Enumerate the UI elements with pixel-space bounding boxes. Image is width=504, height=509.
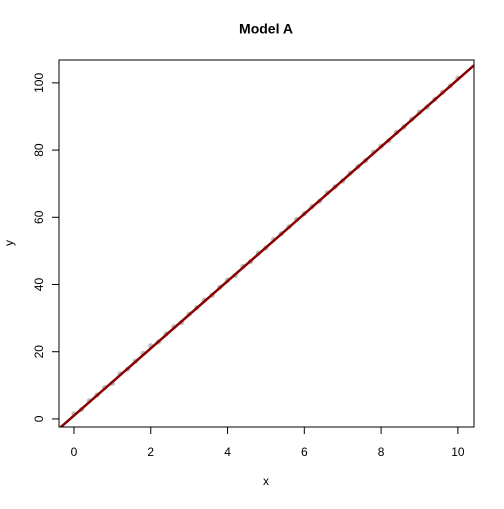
x-tick-label: 4: [224, 445, 231, 459]
y-tick-label: 0: [32, 415, 46, 422]
x-tick-label: 8: [378, 445, 385, 459]
y-tick-label: 80: [32, 143, 46, 157]
y-tick-label: 60: [32, 210, 46, 224]
y-tick-label: 100: [32, 73, 46, 93]
x-tick-label: 6: [301, 445, 308, 459]
y-tick-label: 20: [32, 345, 46, 359]
chart-title: Model A: [239, 21, 293, 37]
x-tick-label: 0: [71, 445, 78, 459]
fit-line: [59, 64, 474, 427]
x-tick-label: 2: [147, 445, 154, 459]
plot-frame: [58, 59, 475, 428]
y-axis-label: y: [2, 240, 16, 246]
y-tick-label: 40: [32, 278, 46, 292]
x-tick-label: 10: [451, 445, 465, 459]
x-axis-label: x: [263, 474, 269, 488]
